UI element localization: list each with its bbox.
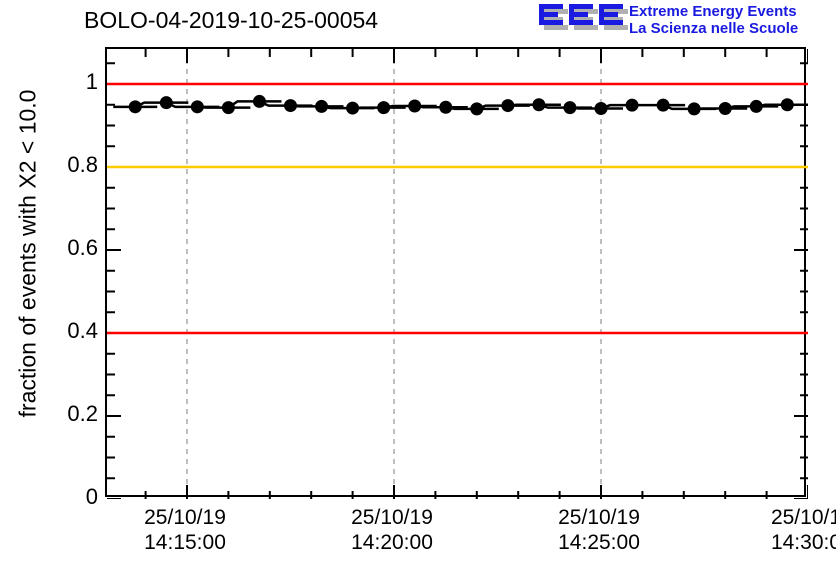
x-tick-label-date: 25/10/19 — [558, 506, 640, 529]
data-point-marker — [315, 99, 329, 113]
data-point-marker — [563, 101, 577, 115]
y-tick-label: 0.2 — [67, 401, 98, 426]
x-tick-label: 25/10/19 14:20:00 — [322, 505, 462, 555]
page-title: BOLO-04-2019-10-25-00054 — [84, 7, 379, 33]
y-tick-label: 1 — [85, 69, 98, 94]
data-point-marker — [718, 101, 732, 115]
y-tick-labels: 0 0.2 0.4 0.6 0.8 1 — [0, 0, 98, 572]
data-point-marker — [532, 98, 546, 112]
y-tick-label: 0.4 — [67, 318, 98, 343]
data-point-marker — [687, 102, 701, 116]
data-point-marker — [252, 94, 266, 108]
data-point-marker — [284, 99, 297, 113]
y-tick-label: 0 — [85, 484, 98, 509]
data-point-marker — [190, 100, 204, 114]
data-point-marker — [625, 98, 639, 112]
data-point-marker — [128, 100, 142, 114]
plot-area — [105, 47, 808, 499]
data-point-marker — [346, 101, 360, 115]
data-point-marker — [408, 99, 422, 113]
data-point-marker — [470, 102, 484, 116]
x-tick-label-date: 25/10/19 — [351, 506, 433, 529]
data-point-marker — [221, 101, 235, 115]
eee-logo-mark — [537, 2, 629, 35]
eee-logo-line2: La Scienza nelle Scuole — [629, 20, 799, 37]
y-tick-label: 0.8 — [67, 152, 98, 177]
x-tick-label-time: 14:25:00 — [558, 531, 640, 554]
data-point-marker — [501, 99, 515, 113]
x-tick-label-time: 14:30:0 — [770, 531, 836, 554]
x-tick-label-date: 25/10/19 — [144, 506, 226, 529]
x-tick-label-time: 14:15:00 — [144, 531, 226, 554]
eee-logo: Extreme Energy Events La Scienza nelle S… — [537, 2, 836, 38]
data-point-marker — [439, 100, 453, 114]
x-tick-label: 25/10/19 14:15:00 — [115, 505, 255, 555]
data-point-marker — [780, 98, 794, 112]
eee-logo-text: Extreme Energy Events La Scienza nelle S… — [629, 3, 836, 37]
eee-logo-line1: Extreme Energy Events — [629, 3, 797, 20]
x-tick-label-time: 14:20:00 — [351, 531, 433, 554]
data-point-marker — [377, 101, 391, 115]
x-tick-label: 25/10/19 14:25:00 — [529, 505, 669, 555]
x-tick-label-date: 25/10/1 — [770, 506, 836, 529]
data-point-marker — [749, 99, 763, 113]
data-point-marker — [656, 98, 670, 112]
x-tick-label: 25/10/1 14:30:0 — [736, 505, 836, 555]
data-point-marker — [594, 101, 608, 115]
data-point-marker — [159, 96, 173, 110]
y-tick-label: 0.6 — [67, 235, 98, 260]
